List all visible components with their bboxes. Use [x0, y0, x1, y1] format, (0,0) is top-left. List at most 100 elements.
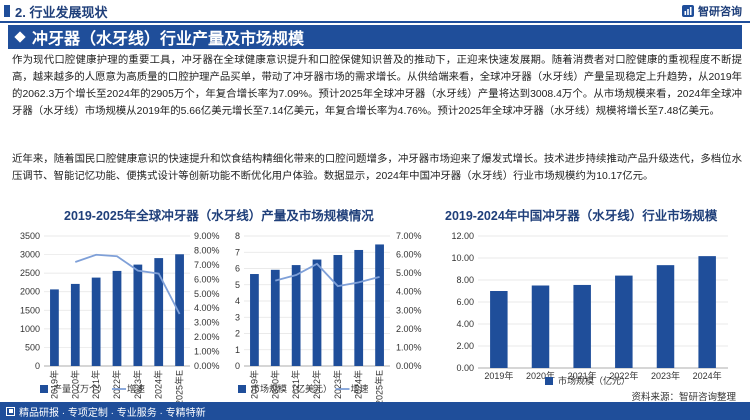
global-output-y-tick-label: 1000	[20, 324, 40, 334]
top-header: 2. 行业发展现状 智研咨询	[0, 0, 750, 22]
section-title: 2. 行业发展现状	[15, 4, 108, 20]
title-bar: 冲牙器（水牙线）行业产量及市场规模	[8, 25, 742, 49]
global-market-y2-tick-label: 5.00%	[396, 268, 422, 278]
global-output-y-tick-label: 0	[35, 361, 40, 371]
global-output-bar	[133, 264, 143, 366]
global-market-y-tick-label: 6	[235, 264, 240, 274]
china-market-x-tick-label: 2023年	[651, 370, 680, 381]
global-market-x-tick-label: 2022年	[311, 370, 322, 399]
section-marker	[4, 5, 10, 17]
global-market-x-tick-label: 2025年E	[374, 370, 385, 405]
global-output-y-tick-label: 2500	[20, 268, 40, 278]
global-market-y-tick-label: 1	[235, 345, 240, 355]
brand: 智研咨询	[681, 3, 742, 19]
global-output-bar	[91, 277, 101, 366]
brand-name: 智研咨询	[698, 6, 742, 18]
china-market-bar	[698, 256, 716, 368]
global-market-bar	[312, 259, 322, 366]
global-market-x-tick-label: 2023年	[332, 370, 343, 399]
footer-square-icon	[6, 406, 15, 416]
global-market-y2-tick-label: 0.00%	[396, 361, 422, 371]
global-output-y-tick-label: 500	[25, 342, 40, 352]
global-market-x-tick-label: 2021年	[290, 370, 301, 399]
source-note: 资料来源：智研咨询整理	[631, 392, 736, 403]
global-output-x-tick-label: 2020年	[69, 370, 80, 399]
global-output-y2-tick-label: 4.00%	[194, 303, 220, 313]
china-market-x-tick-label: 2021年	[568, 370, 597, 381]
china-market-legend-swatch	[545, 377, 553, 385]
chart-title-china: 2019-2024年中国冲牙器（水牙线）行业市场规模	[445, 209, 718, 223]
global-output-legend-swatch	[40, 385, 48, 393]
chart-title-global: 2019-2025年全球冲牙器（水牙线）产量及市场规模情况	[64, 209, 374, 223]
global-output-x-tick-label: 2025年E	[174, 370, 185, 405]
global-output-x-tick-label: 2022年	[111, 370, 122, 399]
global-market-y2-tick-label: 2.00%	[396, 324, 422, 334]
global-market-y2-tick-label: 1.00%	[396, 342, 422, 352]
china-market-y-tick-label: 0.00	[456, 363, 474, 373]
brand-logo-icon	[682, 5, 694, 17]
china-market-legend-label: 市场规模（亿元）	[558, 375, 630, 386]
global-output-bar	[70, 283, 80, 366]
china-market-bar	[531, 285, 550, 368]
global-market-y2-tick-label: 6.00%	[396, 250, 422, 260]
china-market-x-tick-label: 2019年	[484, 370, 513, 381]
footer-bar: 精品研报 · 专项定制 · 专业服务 · 专精特新	[0, 402, 750, 420]
paragraph-china: 近年来，随着国民口腔健康意识的快速提升和饮食结构精细化带来的口腔问题增多，冲牙器…	[12, 154, 742, 182]
global-output-legend-label: 产量（万个）	[53, 383, 107, 394]
global-output-y2-tick-label: 1.00%	[194, 347, 220, 357]
global-output-y-tick-label: 2000	[20, 287, 40, 297]
header-divider	[0, 21, 750, 23]
global-output-bar	[112, 270, 122, 366]
global-output-y2-tick-label: 3.00%	[194, 318, 220, 328]
global-output-x-tick-label: 2024年	[153, 370, 164, 399]
global-market-bar	[375, 244, 384, 366]
global-market-legend-label: 市场规模（亿美元）	[251, 383, 332, 394]
global-market-y-tick-label: 4	[235, 296, 240, 306]
china-market-y-tick-label: 2.00	[456, 341, 474, 351]
global-output-growth-line	[74, 253, 181, 315]
global-market-growth-line	[275, 262, 380, 288]
china-market-bar	[615, 275, 633, 368]
global-market-legend-swatch	[238, 385, 246, 393]
global-output-y-tick-label: 3000	[20, 250, 40, 260]
footer-text: 精品研报 · 专项定制 · 专业服务 · 专精特新	[19, 407, 206, 419]
global-output-y2-tick-label: 0.00%	[194, 361, 220, 371]
china-market-x-tick-label: 2020年	[526, 370, 555, 381]
global-market-y-tick-label: 2	[235, 329, 240, 339]
china-market-y-tick-label: 8.00	[456, 275, 474, 285]
china-market-bar	[490, 291, 508, 368]
global-output-x-tick-label: 2019年	[48, 370, 59, 399]
global-market-x-tick-label: 2024年	[353, 370, 364, 399]
global-market-y-tick-label: 7	[235, 247, 240, 257]
global-market-x-tick-label: 2020年	[269, 370, 280, 399]
page-title: 冲牙器（水牙线）行业产量及市场规模	[32, 31, 305, 48]
global-market-y-tick-label: 3	[235, 312, 240, 322]
global-market-y2-tick-label: 3.00%	[396, 305, 422, 315]
china-market-y-tick-label: 4.00	[456, 319, 474, 329]
global-market-bar	[250, 274, 259, 366]
global-market-x-tick-label: 2019年	[248, 370, 259, 399]
global-market-y2-tick-label: 4.00%	[396, 287, 422, 297]
global-output-y-tick-label: 1500	[20, 305, 40, 315]
global-output-y2-tick-label: 6.00%	[194, 274, 220, 284]
global-market-y-tick-label: 5	[235, 280, 240, 290]
global-output-x-tick-label: 2021年	[90, 370, 101, 399]
global-market-bar	[354, 249, 364, 366]
global-output-bar	[154, 258, 164, 366]
global-output-y-tick-label: 3500	[20, 231, 40, 241]
global-output-bar	[175, 254, 184, 366]
paragraph-supply: 作为现代口腔健康护理的重要工具，冲牙器在全球健康意识提升和口腔保健知识普及的推动…	[12, 55, 742, 117]
global-output-y2-tick-label: 5.00%	[194, 289, 220, 299]
global-output-y2-tick-label: 7.00%	[194, 260, 220, 270]
china-market-x-tick-label: 2022年	[609, 370, 638, 381]
global-market-y2-tick-label: 7.00%	[396, 231, 422, 241]
china-market-y-tick-label: 10.00	[451, 253, 474, 263]
global-market-bar	[291, 265, 301, 366]
global-market-bar	[270, 269, 280, 366]
global-output-y2-tick-label: 9.00%	[194, 231, 220, 241]
china-market-x-tick-label: 2024年	[693, 370, 722, 381]
global-output-y2-tick-label: 8.00%	[194, 245, 220, 255]
global-market-y-tick-label: 0	[235, 361, 240, 371]
china-market-bar	[573, 284, 591, 368]
global-output-x-tick-label: 2023年	[132, 370, 143, 399]
